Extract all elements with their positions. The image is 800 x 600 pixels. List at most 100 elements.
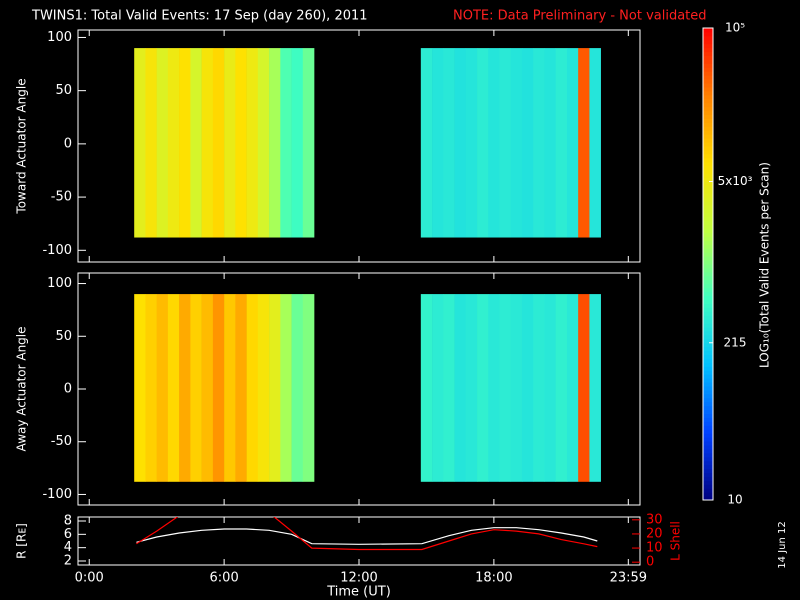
y-tick-label: 2 [64,554,72,569]
y-tick-label: 50 [55,329,72,344]
heat-column [555,48,568,238]
colorbar-cell [703,122,713,127]
heat-column [578,294,590,482]
colorbar-cell [703,409,713,414]
line-series [136,517,598,551]
heat-column [179,294,191,482]
colorbar-cell [703,232,713,237]
colorbar-cell [703,326,713,332]
colorbar-cell [703,401,713,407]
heat-column [465,48,478,238]
y-tick-label: 0 [64,382,72,397]
heat-column [179,48,191,238]
colorbar-cell [703,67,713,72]
heat-column [156,294,169,482]
colorbar-cell [703,358,713,363]
colorbar-cell [703,94,713,100]
heat-column [544,48,556,238]
colorbar-cell [703,252,713,257]
colorbar-cell [703,374,713,379]
heat-column [477,294,489,482]
heat-column [235,294,247,482]
colorbar-cell [703,260,713,265]
heat-column [201,48,214,238]
x-tick-label: 23:59 [610,571,647,586]
y-tick-label: 4 [64,540,72,555]
heat-column [420,48,433,238]
heat-column [269,294,281,482]
y-tick-label: 0 [64,136,72,151]
heat-column [566,48,579,238]
heat-column [465,294,478,482]
colorbar-cell [703,90,713,96]
colorbar-cell [703,378,713,383]
heat-column [134,294,146,482]
colorbar-tick-label: 10 [727,493,742,507]
colorbar-cell [703,205,713,210]
colorbar-cell [703,271,713,277]
heat-column [224,294,236,482]
colorbar-cell [703,138,713,143]
colorbar-cell [703,256,713,261]
heat-column [521,48,534,238]
colorbar-cell [703,169,713,175]
colorbar-cell [703,83,713,88]
heat-column [280,294,292,482]
x-tick-label: 18:00 [475,571,512,586]
heat-column [235,48,247,238]
colorbar-cell [703,354,713,359]
colorbar-cell [703,142,713,147]
heat-column [432,294,444,482]
colorbar-cell [703,197,713,202]
colorbar-cell [703,287,713,293]
colorbar-cell [703,110,713,116]
colorbar-cell [703,212,713,218]
y-axis-label: Toward Actuator Angle [15,78,29,214]
heat-column [454,48,467,238]
heat-column [488,294,500,482]
colorbar-cell [703,75,713,80]
colorbar-cell [703,181,713,186]
colorbar-cell [703,413,713,418]
heat-column [269,48,281,238]
colorbar-cell [703,417,713,422]
colorbar-cell [703,295,713,300]
heat-column [533,294,545,482]
heat-column [145,48,157,238]
colorbar-cell [703,464,713,470]
colorbar-cell [703,405,713,411]
chart-title: TWINS1: Total Valid Events: 17 Sep (day … [31,9,368,24]
colorbar-cell [703,220,713,226]
heat-column [499,294,512,482]
colorbar-cell [703,71,713,76]
colorbar-tick-label: 5x10³ [718,174,753,188]
colorbar-cell [703,460,713,466]
colorbar-cell [703,291,713,296]
colorbar-frame [702,27,714,501]
heat-column [566,294,579,482]
colorbar-cell [703,51,713,57]
colorbar-cell [703,126,713,131]
colorbar-cell [703,189,713,194]
date-stamp: 14 Jun 12 [777,521,788,568]
heat-column [499,48,512,238]
colorbar-cell [703,59,713,64]
heat-column [190,48,202,238]
heat-column [134,48,146,238]
y-axis-label: R [Rᴇ] [15,523,29,559]
colorbar-cell [703,224,713,230]
colorbar-cell [703,63,713,68]
heat-column [488,48,500,238]
colorbar-cell [703,338,713,344]
line-series [136,527,598,545]
heat-column [521,294,534,482]
heat-column [190,294,202,482]
heat-column [224,48,236,238]
colorbar-cell [703,350,713,355]
colorbar-cell [703,334,713,340]
heat-column [156,48,169,238]
colorbar-cell [703,236,713,241]
heat-column [167,294,180,482]
heat-column [555,294,568,482]
plot-frame [77,516,641,566]
